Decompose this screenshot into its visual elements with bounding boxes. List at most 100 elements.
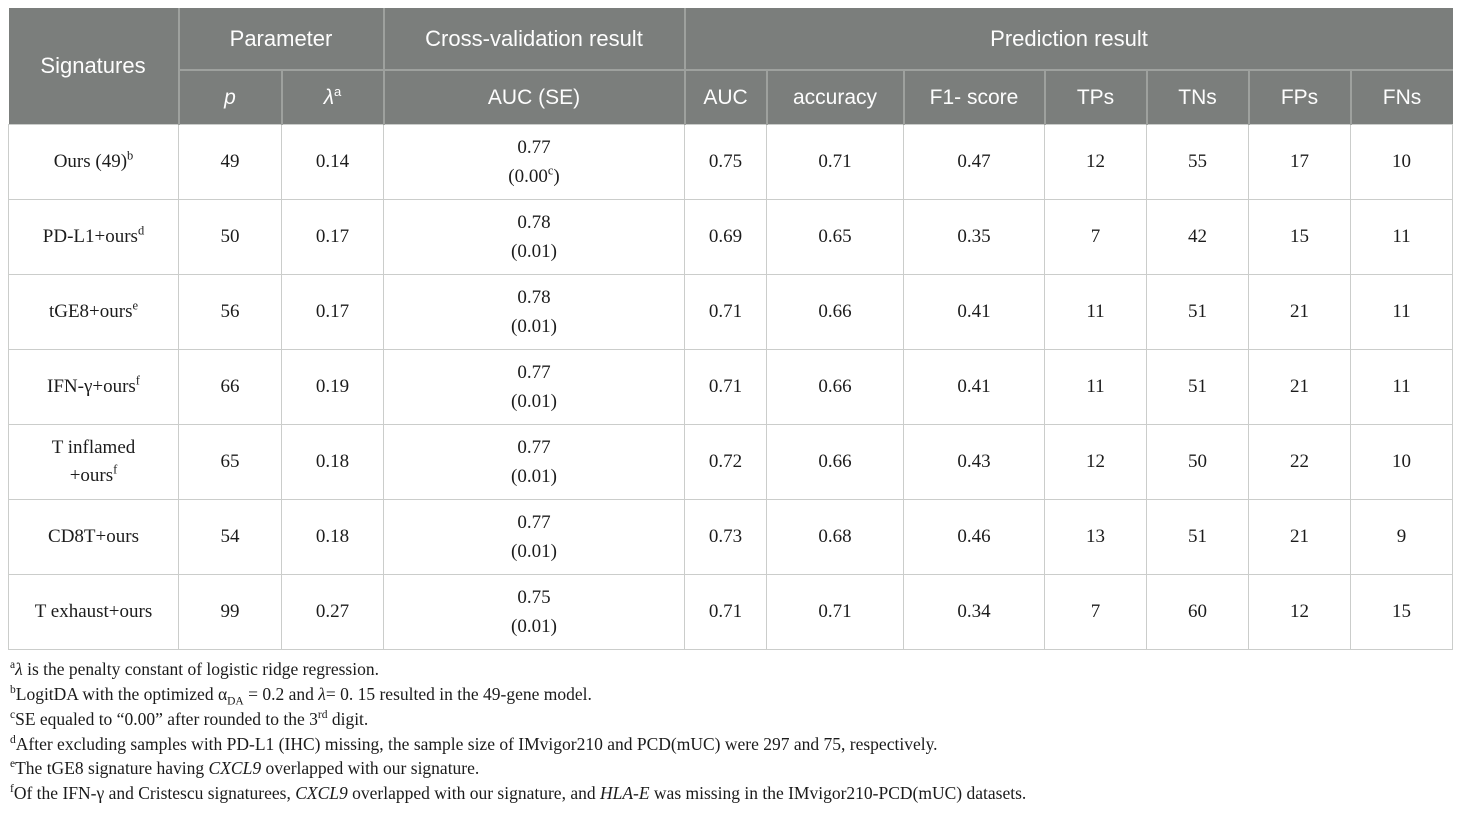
cell-p: 50	[178, 199, 282, 275]
cv-auc-value: 0.78	[517, 211, 551, 233]
cell-fns: 15	[1349, 574, 1454, 650]
cell-auc-se: 0.75 (0.01)	[383, 574, 685, 650]
cell-f1-score: 0.43	[903, 424, 1045, 500]
col-header-auc-se: AUC (SE)	[382, 70, 685, 125]
footnote-line: cSE equaled to “0.00” after rounded to t…	[10, 708, 369, 729]
cv-se-value: (0.01)	[511, 241, 557, 262]
cell-tps: 13	[1044, 499, 1147, 575]
cell-fps: 21	[1248, 349, 1351, 425]
cell-signature: IFN-γ+oursf	[8, 349, 179, 425]
cell-f1-score: 0.34	[903, 574, 1045, 650]
cell-fns: 10	[1349, 124, 1454, 200]
cell-signature: Ours (49)b	[8, 124, 179, 200]
cv-se-value: (0.01)	[511, 316, 557, 337]
cell-accuracy: 0.71	[766, 574, 904, 650]
cell-tps: 11	[1044, 349, 1147, 425]
cell-f1-score: 0.46	[903, 499, 1045, 575]
cell-lambda: 0.14	[281, 124, 384, 200]
table-row: tGE8+ourse 56 0.17 0.78 (0.01) 0.71 0.66 0.41 11…	[8, 274, 1454, 350]
cell-auc: 0.72	[684, 424, 767, 500]
cell-p: 54	[178, 499, 282, 575]
cell-lambda: 0.18	[281, 424, 384, 500]
footnote-line: dAfter excluding samples with PD-L1 (IHC…	[10, 733, 938, 754]
cell-accuracy: 0.66	[766, 274, 904, 350]
table-row: IFN-γ+oursf 66 0.19 0.77 (0.01) 0.71 0.66 0.41 1…	[8, 349, 1454, 425]
table-row: T inflamed +oursf 65 0.18 0.77 (0.01) 0.72 0.66…	[8, 424, 1454, 500]
table-body: Ours (49)b 49 0.14 0.77 (0.00c) 0.75 0.71 0.47 1…	[8, 124, 1454, 650]
cell-signature: T inflamed +oursf	[8, 424, 179, 500]
cv-auc-value: 0.75	[517, 586, 551, 608]
cv-auc-value: 0.78	[517, 286, 551, 308]
cell-tns: 51	[1146, 349, 1249, 425]
footnotes: aλ is the penalty constant of logistic r…	[10, 657, 1452, 806]
cell-auc-se: 0.77 (0.01)	[383, 349, 685, 425]
cell-p: 56	[178, 274, 282, 350]
col-header-fps: FPs	[1247, 70, 1351, 125]
col-header-tns: TNs	[1145, 70, 1249, 125]
cell-tns: 55	[1146, 124, 1249, 200]
cell-fns: 11	[1349, 349, 1454, 425]
cell-tps: 12	[1044, 424, 1147, 500]
cell-fps: 21	[1248, 499, 1351, 575]
cell-auc-se: 0.77 (0.01)	[383, 424, 685, 500]
table-row: PD-L1+oursd 50 0.17 0.78 (0.01) 0.69 0.65 0.35 7…	[8, 199, 1454, 275]
cell-auc-se: 0.77 (0.00c)	[383, 124, 685, 200]
cell-accuracy: 0.66	[766, 349, 904, 425]
cell-auc-se: 0.77 (0.01)	[383, 499, 685, 575]
cell-p: 99	[178, 574, 282, 650]
cv-auc-value: 0.77	[517, 136, 551, 158]
cell-auc: 0.75	[684, 124, 767, 200]
col-header-lambda: λa	[280, 70, 384, 125]
footnote-line: aλ is the penalty constant of logistic r…	[10, 659, 379, 679]
col-header-p: p	[177, 70, 282, 125]
cell-p: 49	[178, 124, 282, 200]
footnote-line: fOf the IFN-γ and Cristescu signaturees,…	[10, 783, 1027, 804]
cell-auc: 0.69	[684, 199, 767, 275]
col-header-signatures: Signatures	[8, 8, 179, 125]
cell-signature: tGE8+ourse	[8, 274, 179, 350]
cell-signature: T exhaust+ours	[8, 574, 179, 650]
col-group-prediction: Prediction result	[683, 8, 1453, 71]
cell-p: 66	[178, 349, 282, 425]
cell-accuracy: 0.65	[766, 199, 904, 275]
cell-fps: 21	[1248, 274, 1351, 350]
cell-auc-se: 0.78 (0.01)	[383, 274, 685, 350]
cell-fns: 11	[1349, 274, 1454, 350]
table-row: T exhaust+ours 99 0.27 0.75 (0.01) 0.71 0.71 0.…	[8, 574, 1454, 650]
cell-fps: 12	[1248, 574, 1351, 650]
cell-accuracy: 0.71	[766, 124, 904, 200]
col-header-accuracy: accuracy	[765, 70, 904, 125]
cell-fns: 11	[1349, 199, 1454, 275]
results-table: Signatures Parameter Cross-validation re…	[8, 8, 1454, 650]
col-header-auc: AUC	[683, 70, 767, 125]
cv-se-value: (0.01)	[511, 391, 557, 412]
footnote-line: eThe tGE8 signature having CXCL9 overlap…	[10, 758, 480, 779]
cell-lambda: 0.27	[281, 574, 384, 650]
cell-tns: 50	[1146, 424, 1249, 500]
cv-se-value: (0.00c)	[508, 163, 560, 187]
cell-tns: 51	[1146, 499, 1249, 575]
col-header-tps: TPs	[1043, 70, 1147, 125]
cell-tps: 11	[1044, 274, 1147, 350]
table-header: Signatures Parameter Cross-validation re…	[8, 8, 1453, 125]
cv-se-value: (0.01)	[511, 616, 557, 637]
cell-signature: CD8T+ours	[8, 499, 179, 575]
cell-lambda: 0.17	[281, 199, 384, 275]
cv-se-value: (0.01)	[511, 466, 557, 487]
col-group-cross-validation: Cross-validation result	[382, 8, 685, 71]
cell-accuracy: 0.68	[766, 499, 904, 575]
cell-fps: 17	[1248, 124, 1351, 200]
cell-auc: 0.71	[684, 349, 767, 425]
cell-f1-score: 0.35	[903, 199, 1045, 275]
cell-fns: 10	[1349, 424, 1454, 500]
table-row: CD8T+ours 54 0.18 0.77 (0.01) 0.73 0.68 0.46 13 5…	[8, 499, 1454, 575]
cell-lambda: 0.18	[281, 499, 384, 575]
cell-accuracy: 0.66	[766, 424, 904, 500]
cv-auc-value: 0.77	[517, 436, 551, 458]
cell-tps: 12	[1044, 124, 1147, 200]
cell-auc-se: 0.78 (0.01)	[383, 199, 685, 275]
cell-tps: 7	[1044, 574, 1147, 650]
footnote-line: bLogitDA with the optimized αDA = 0.2 an…	[10, 683, 592, 708]
table-row: Ours (49)b 49 0.14 0.77 (0.00c) 0.75 0.71 0.47 1…	[8, 124, 1454, 200]
